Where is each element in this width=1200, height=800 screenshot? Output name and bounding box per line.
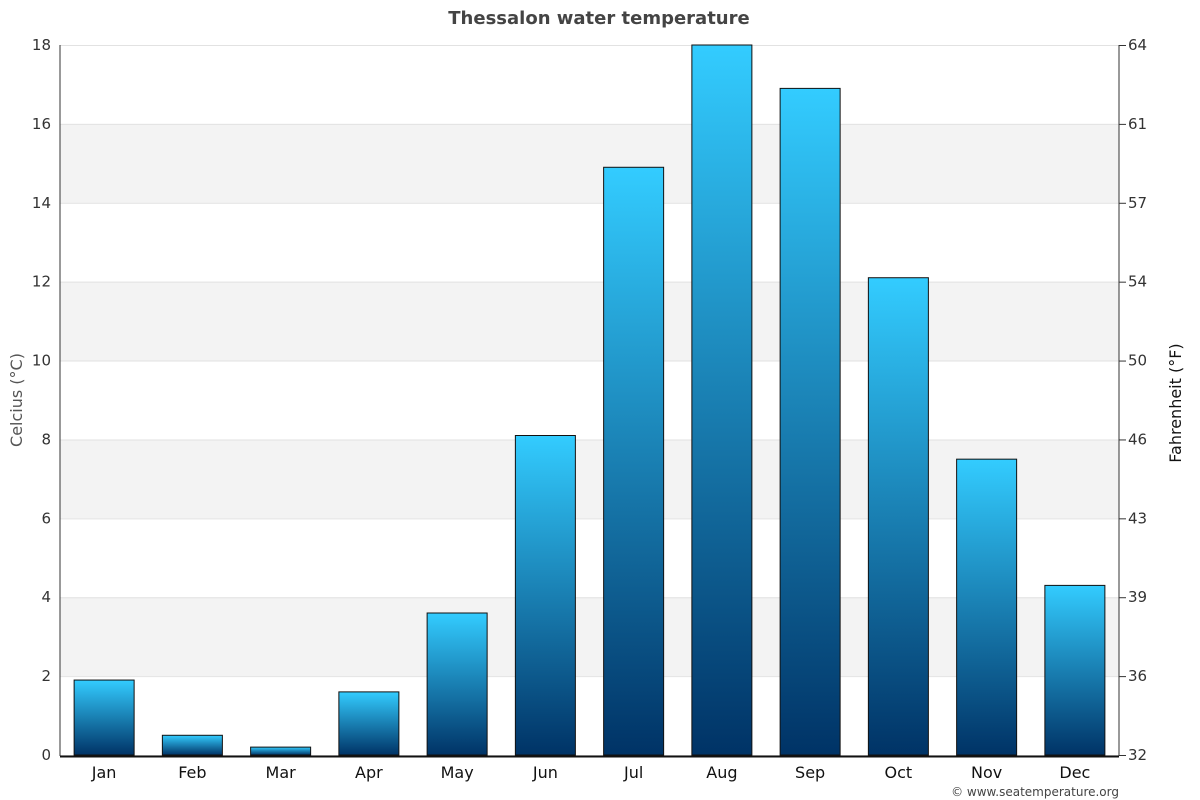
bar-apr [338,691,400,756]
y-axis-label-right: Fahrenheit (°F) [1166,343,1185,462]
x-tick-label-jul: Jul [623,763,643,782]
y-tick-label-right: 64 [1128,36,1147,54]
bar-mar [250,746,312,756]
y-tick-label-left: 16 [32,115,51,133]
bar-aug [691,44,753,756]
y-axis-label-left: Celcius (°C) [7,353,26,447]
bars [73,44,1106,756]
y-tick-label-right: 39 [1128,588,1147,606]
y-tick-label-right: 32 [1128,746,1147,764]
x-tick-label-oct: Oct [885,763,913,782]
bar-feb [161,734,223,756]
bar-dec [1044,584,1106,756]
bar-sep [779,87,841,756]
grid-band [60,281,1119,361]
x-tick-label-dec: Dec [1059,763,1090,782]
grid-bands [60,123,1119,677]
grid-band [60,123,1119,203]
bar-oct [867,277,929,756]
y-tick-label-right: 43 [1128,509,1147,527]
y-tick-label-right: 36 [1128,667,1147,685]
axes [59,45,1120,758]
x-tick-label-feb: Feb [178,763,206,782]
y-tick-label-left: 6 [41,509,51,527]
y-ticks-right: 32 36 39 43 46 50 54 57 61 64 [1119,36,1147,764]
x-ticks: Jan Feb Mar Apr May Jun Jul Aug Sep Oct Nov Dec [91,763,1091,782]
x-tick-label-jan: Jan [91,763,117,782]
y-tick-label-left: 10 [32,352,51,370]
y-tick-label-left: 0 [41,746,51,764]
y-tick-label-left: 18 [32,36,51,54]
x-tick-label-sep: Sep [795,763,825,782]
y-tick-label-left: 2 [41,667,51,685]
x-tick-label-may: May [441,763,474,782]
y-tick-label-right: 61 [1128,115,1147,133]
y-tick-label-left: 14 [32,194,51,212]
credit-text: © www.seatemperature.org [951,785,1119,799]
y-tick-label-left: 12 [32,273,51,291]
chart-title: Thessalon water temperature [448,8,749,29]
y-tick-label-right: 54 [1128,273,1147,291]
y-ticks-left: 0 2 4 6 8 10 12 14 16 18 [32,36,51,764]
y-tick-label-right: 50 [1128,352,1147,370]
x-tick-label-apr: Apr [355,763,383,782]
bar-jun [514,435,576,756]
bar-nov [956,458,1018,756]
bar-may [426,612,488,756]
grid-band [60,439,1119,519]
y-tick-label-left: 4 [41,588,51,606]
x-tick-label-nov: Nov [971,763,1002,782]
y-tick-label-right: 46 [1128,430,1147,448]
x-tick-label-jun: Jun [532,763,558,782]
y-tick-label-left: 8 [41,430,51,448]
bar-jul [603,166,665,756]
bar-jan [73,679,135,756]
y-tick-label-right: 57 [1128,194,1147,212]
x-tick-label-aug: Aug [706,763,737,782]
x-tick-label-mar: Mar [266,763,297,782]
grid-band [60,597,1119,677]
